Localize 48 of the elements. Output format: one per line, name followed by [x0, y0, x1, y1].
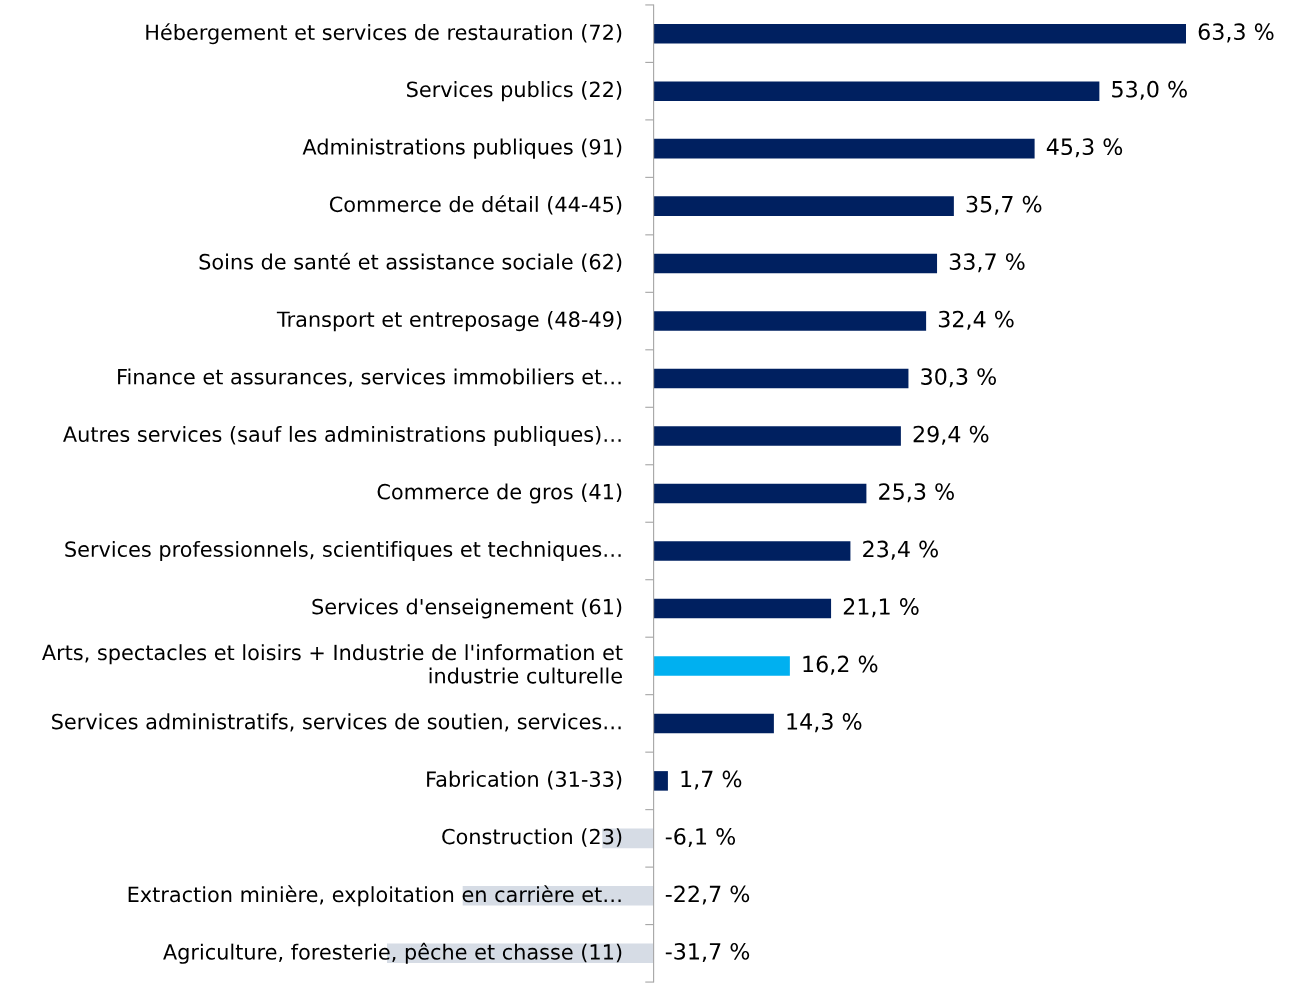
data-label: -6,1 % — [665, 828, 736, 848]
data-label: 53,0 % — [1112, 80, 1187, 100]
bar — [653, 541, 851, 561]
y-tick-label: Transport et entreposage (48-49) — [276, 311, 622, 332]
y-tick-label: Extraction minière, exploitation en carrière et… — [128, 885, 621, 907]
data-label: 45,3 % — [1046, 138, 1123, 158]
bar — [653, 368, 909, 389]
y-tick-label: Arts, spectacles et loisirs + Industrie de l'information et industrie culturelle — [42, 644, 623, 684]
bar — [653, 81, 1100, 101]
y-tick-label: Commerce de détail (44-45) — [329, 195, 622, 215]
bar — [653, 253, 938, 274]
y-tick-label: Fabrication (31-33) — [427, 770, 622, 790]
data-label: 1,7 % — [681, 770, 742, 790]
data-label: -31,7 % — [665, 942, 750, 963]
data-label: 23,4 % — [863, 540, 938, 560]
bar — [653, 713, 774, 734]
y-tick-label: Agriculture, foresterie, pêche et chasse (11) — [163, 942, 622, 964]
y-tick-label: Services administratifs, services de soutien, services… — [52, 713, 621, 732]
bar — [653, 483, 867, 504]
data-label: 33,7 % — [949, 253, 1025, 273]
data-label: 32,4 % — [938, 310, 1014, 330]
y-tick-label: Soins de santé et assistance sociale (62) — [199, 252, 622, 273]
bar — [653, 138, 1035, 159]
bar — [653, 656, 790, 676]
data-label: 14,3 % — [787, 713, 862, 733]
data-label: 21,1 % — [843, 598, 919, 618]
y-tick-label: Services publics (22) — [407, 81, 622, 102]
data-label: 25,3 % — [879, 483, 954, 503]
bar — [653, 771, 668, 791]
bar — [653, 23, 1186, 44]
bar — [653, 196, 954, 216]
y-tick-label: Construction (23) — [442, 828, 622, 847]
y-tick-label: Services professionnels, scientifiques et techniques… — [65, 540, 621, 562]
y-tick-label: Administrations publiques (91) — [302, 138, 622, 159]
y-tick-label: Services d'enseignement (61) — [312, 598, 622, 619]
y-tick-label: Finance et assurances, services immobiliers et… — [118, 368, 621, 387]
y-tick-label: Autres services (sauf les administrations publiques)… — [63, 425, 621, 447]
bar — [653, 426, 901, 446]
data-label: 35,7 % — [966, 195, 1042, 215]
data-label: 29,4 % — [913, 425, 989, 445]
data-label: 16,2 % — [803, 655, 878, 675]
data-label: 30,3 % — [921, 368, 996, 388]
data-label: 63,3 % — [1198, 23, 1274, 43]
y-tick-label: Commerce de gros (41) — [377, 483, 622, 504]
bar — [653, 598, 832, 619]
data-label: -22,7 % — [665, 885, 750, 905]
bar — [653, 311, 927, 331]
y-tick-label: Hébergement et services de restauration (72) — [146, 23, 622, 45]
